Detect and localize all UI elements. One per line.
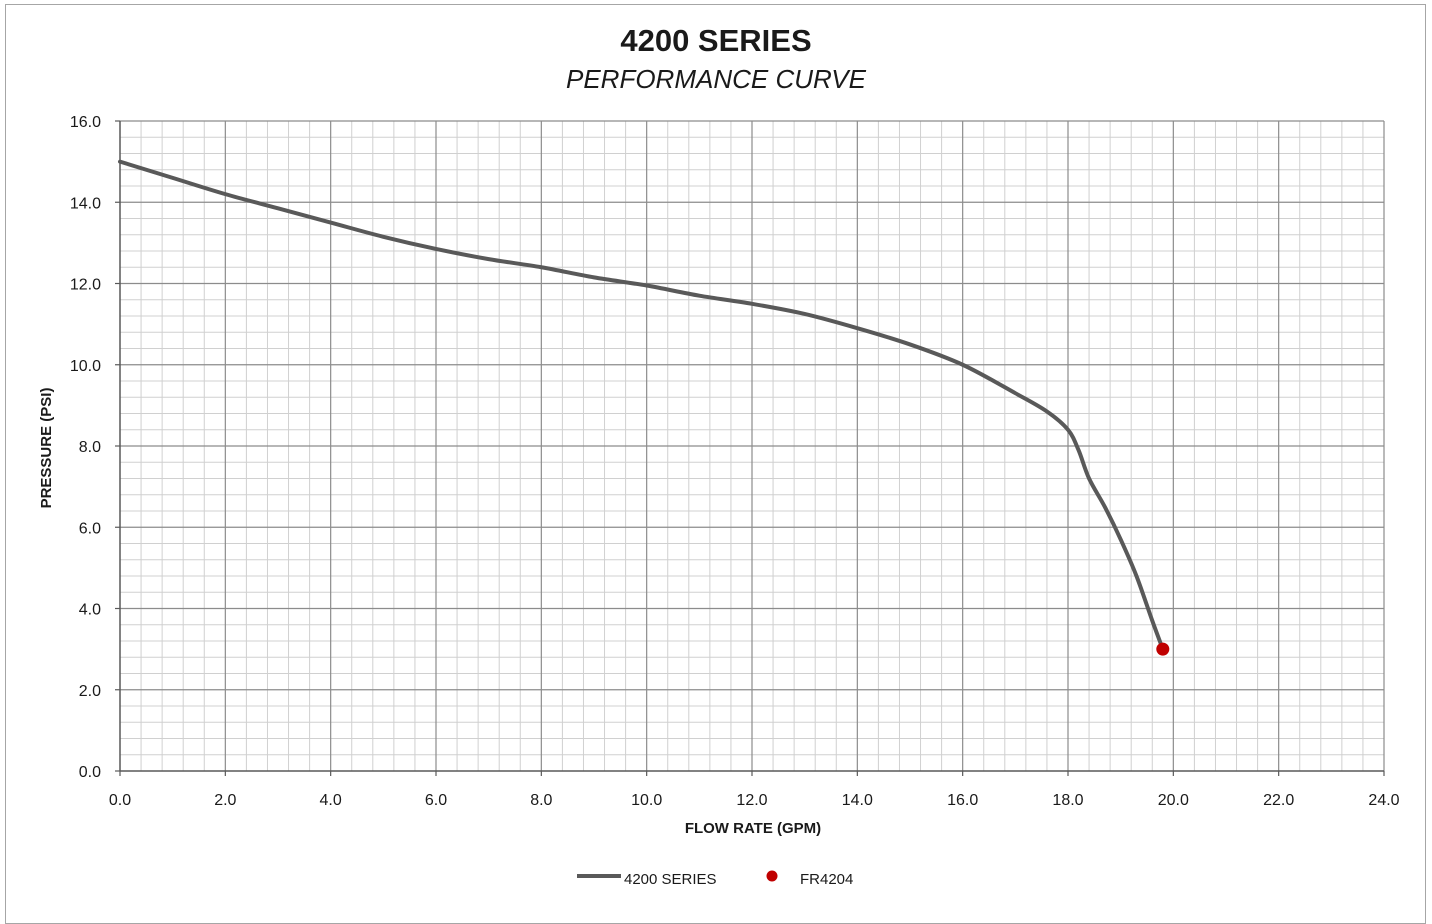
y-tick-label: 10.0 <box>70 358 101 375</box>
y-tick-labels: 0.0 2.0 4.0 6.0 8.0 10.0 12.0 14.0 16.0 <box>70 114 101 781</box>
major-gridlines <box>120 120 1385 771</box>
x-axis-label: FLOW RATE (GPM) <box>685 820 821 837</box>
x-tick-label: 0.0 <box>109 792 131 809</box>
x-tick-label: 8.0 <box>530 792 552 809</box>
x-tick-label: 12.0 <box>736 792 767 809</box>
x-tick-label: 18.0 <box>1052 792 1083 809</box>
legend: 4200 SERIES FR4204 <box>577 870 853 888</box>
axes <box>115 120 1385 776</box>
x-tick-label: 20.0 <box>1158 792 1189 809</box>
x-tick-labels: 0.0 2.0 4.0 6.0 8.0 10.0 12.0 14.0 16.0 18.0 20.0 2… <box>109 792 1400 809</box>
x-tick-label: 24.0 <box>1368 792 1399 809</box>
y-axis-label: PRESSURE (PSI) <box>38 388 55 509</box>
y-tick-label: 4.0 <box>79 602 101 619</box>
chart-title: 4200 SERIES <box>620 23 811 58</box>
series-line-4200-series <box>118 159 1165 652</box>
legend-label-4200-series: 4200 SERIES <box>624 871 717 888</box>
x-tick-label: 16.0 <box>947 792 978 809</box>
x-tick-label: 22.0 <box>1263 792 1294 809</box>
performance-chart: 4200 SERIES PERFORMANCE CURVE 0.0 2.0 4.0 6… <box>38 23 1400 888</box>
x-tick-label: 4.0 <box>320 792 342 809</box>
series-layer <box>118 159 1170 656</box>
y-tick-label: 2.0 <box>79 683 101 700</box>
y-tick-label: 12.0 <box>70 277 101 294</box>
y-tick-label: 0.0 <box>79 764 101 781</box>
x-tick-label: 14.0 <box>842 792 873 809</box>
legend-label-fr4204: FR4204 <box>800 871 853 888</box>
legend-swatch-fr4204 <box>766 870 778 882</box>
x-tick-label: 2.0 <box>214 792 236 809</box>
chart-subtitle: PERFORMANCE CURVE <box>566 64 867 94</box>
y-tick-label: 6.0 <box>79 520 101 537</box>
y-tick-label: 16.0 <box>70 114 101 131</box>
y-tick-label: 14.0 <box>70 195 101 212</box>
x-tick-label: 6.0 <box>425 792 447 809</box>
y-tick-label: 8.0 <box>79 439 101 456</box>
data-point-fr4204 <box>1156 642 1170 656</box>
x-tick-label: 10.0 <box>631 792 662 809</box>
